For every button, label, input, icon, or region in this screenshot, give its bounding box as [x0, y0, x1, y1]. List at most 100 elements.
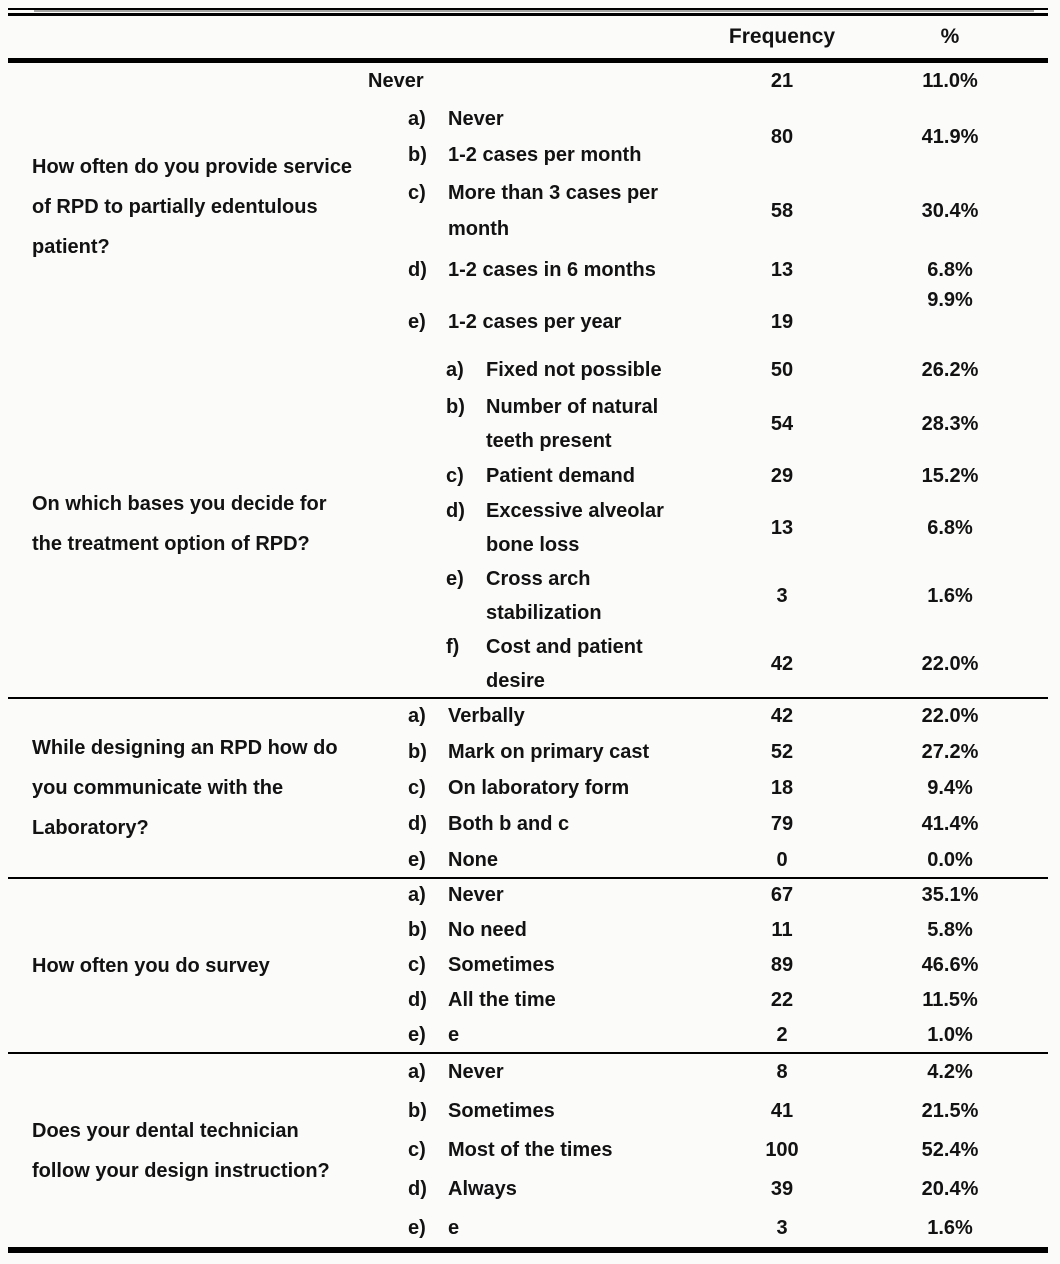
table-row: c) More than 3 cases per month 58 30.4% — [364, 175, 1048, 247]
option-text: e — [448, 1217, 460, 1239]
option-text: All the time — [448, 989, 556, 1011]
option-text: Fixed not possible — [486, 359, 662, 381]
option-text: Never — [368, 70, 424, 92]
question-text: On which bases you decide for the treatm… — [32, 493, 327, 555]
option-list: b) Mark on primary cast — [408, 734, 712, 770]
question-section-lab-communication: While designing an RPD how do you commun… — [8, 697, 1048, 877]
option-marker: c) — [408, 777, 426, 799]
option-text: Cross arch stabilization — [486, 568, 602, 624]
frequency-value: 19 — [770, 310, 794, 333]
option-text: Both b and c — [448, 813, 570, 835]
option-list: a) Never b) 1-2 cases per month — [408, 101, 712, 173]
table-top-rule — [8, 8, 1048, 16]
option-text: 1-2 cases in 6 months — [448, 259, 656, 281]
option-text: More than 3 cases per month — [448, 182, 659, 240]
percent-value: 21.5% — [921, 1100, 979, 1122]
option-text: Never — [448, 1061, 504, 1083]
column-header-percent: % — [940, 25, 960, 48]
option-list: d) Both b and c — [408, 806, 712, 842]
frequency-value: 0 — [776, 848, 788, 871]
table-row: b) No need 11 5.8% — [364, 913, 1048, 948]
table-row: b) Mark on primary cast 52 27.2% — [364, 734, 1048, 770]
option-list: c) On laboratory form — [408, 770, 712, 806]
option-marker: b) — [446, 396, 465, 418]
frequency-value: 13 — [770, 258, 794, 281]
option-marker: d) — [408, 989, 427, 1011]
option-text: Number of natural teeth present — [486, 396, 659, 452]
option-list: b) Sometimes — [408, 1092, 712, 1131]
option-list: f) Cost and patient desire — [446, 630, 712, 698]
option-list: c) More than 3 cases per month — [408, 175, 712, 247]
option-text: Sometimes — [448, 1100, 555, 1122]
frequency-value: 80 — [770, 125, 794, 148]
frequency-value: 52 — [770, 740, 794, 763]
percent-value: 30.4% — [921, 199, 979, 222]
column-header-frequency: Frequency — [728, 25, 836, 48]
table-row: f) Cost and patient desire 42 22.0% — [364, 630, 1048, 698]
option-marker: a) — [408, 1061, 426, 1083]
percent-value: 9.9% — [927, 288, 973, 311]
table-row: b) Sometimes 41 21.5% — [364, 1092, 1048, 1131]
percent-value: 5.8% — [927, 919, 973, 941]
option-marker: a) — [446, 359, 464, 381]
table-row: e) Cross arch stabilization 3 1.6% — [364, 562, 1048, 630]
frequency-value: 8 — [776, 1061, 788, 1083]
option-text: 1-2 cases per year — [448, 311, 622, 333]
option-list: c) Patient demand — [446, 459, 712, 493]
table-row: c) Patient demand 29 15.2% — [364, 458, 1048, 494]
frequency-value: 41 — [770, 1100, 794, 1122]
frequency-value: 22 — [770, 989, 794, 1011]
option-marker: c) — [408, 954, 426, 976]
option-text: Excessive alveolar bone loss — [486, 500, 664, 556]
percent-value: 1.0% — [927, 1024, 973, 1046]
option-marker: d) — [408, 813, 427, 835]
table-row: e) None 0 0.0% — [364, 842, 1048, 878]
option-list: e) 1-2 cases per year — [408, 304, 712, 340]
option-text: Most of the times — [448, 1139, 613, 1161]
frequency-value: 39 — [770, 1178, 794, 1200]
percent-value: 22.0% — [921, 652, 979, 675]
option-list: e) e — [408, 1209, 712, 1248]
question-text: Does your dental technician follow your … — [32, 1119, 330, 1182]
option-text: Always — [448, 1178, 517, 1200]
table-row: c) Most of the times 100 52.4% — [364, 1131, 1048, 1170]
frequency-value: 58 — [770, 199, 794, 222]
option-list: b) No need — [408, 913, 712, 948]
table-row: a) Verbally 42 22.0% — [364, 698, 1048, 734]
option-marker: b) — [408, 919, 427, 941]
option-marker: d) — [446, 500, 465, 522]
option-marker: e) — [408, 311, 426, 333]
option-marker: b) — [408, 144, 427, 166]
frequency-value: 79 — [770, 812, 794, 835]
question-section-survey-frequency: How often you do survey a) Never 67 35.1%… — [8, 877, 1048, 1052]
option-text: On laboratory form — [448, 777, 630, 799]
option-text: Cost and patient desire — [486, 636, 643, 692]
table-row: e) e 3 1.6% — [364, 1209, 1048, 1248]
option-marker: a) — [408, 884, 426, 906]
question-text: While designing an RPD how do you commun… — [32, 737, 338, 839]
question-text: How often you do survey — [32, 954, 270, 977]
option-marker: a) — [408, 705, 426, 727]
option-list: a) Never — [408, 1053, 712, 1092]
frequency-value: 42 — [770, 704, 794, 727]
option-text: Never — [448, 108, 504, 130]
option-list: Never — [368, 63, 712, 99]
option-list: e) None — [408, 842, 712, 878]
percent-value: 22.0% — [921, 704, 979, 727]
option-marker: e) — [446, 568, 464, 590]
option-text: Patient demand — [486, 465, 635, 487]
option-text: e — [448, 1024, 460, 1046]
option-marker: e) — [408, 849, 426, 871]
frequency-value: 42 — [770, 652, 794, 675]
frequency-value: 89 — [770, 954, 794, 976]
table-row: Never 21 11.0% — [364, 63, 1048, 99]
percent-value: 52.4% — [921, 1139, 979, 1161]
option-marker: d) — [408, 1178, 427, 1200]
percent-value: 9.4% — [927, 776, 973, 799]
question-section-technician-instruction: Does your dental technician follow your … — [8, 1052, 1048, 1247]
percent-value: 28.3% — [921, 412, 979, 435]
percent-value: 35.1% — [921, 884, 979, 906]
frequency-value: 11 — [771, 919, 793, 941]
question-section-treatment-basis: On which bases you decide for the treatm… — [8, 351, 1048, 697]
percent-value: 27.2% — [921, 740, 979, 763]
